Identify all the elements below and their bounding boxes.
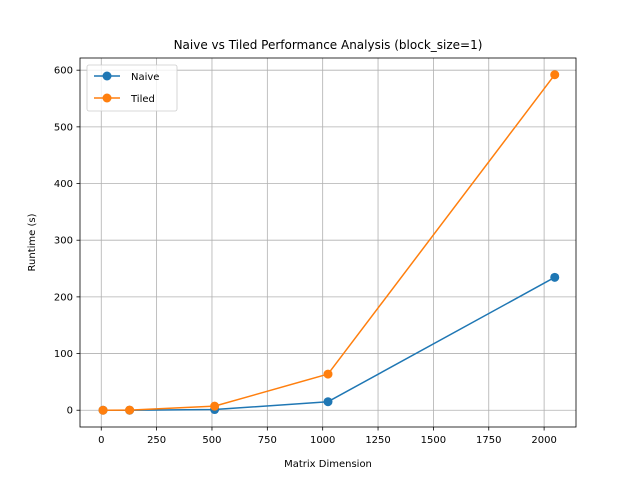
x-tick-label: 1500 <box>421 435 446 446</box>
y-tick-label: 100 <box>54 349 73 360</box>
data-point-naive <box>323 397 333 407</box>
plot-series <box>98 70 560 415</box>
data-point-tiled <box>323 369 333 379</box>
y-tick-label: 400 <box>54 179 73 190</box>
y-tick-label: 0 <box>67 406 73 417</box>
x-tick-label: 1000 <box>310 435 335 446</box>
y-axis-label: Runtime (s) <box>27 213 38 271</box>
y-tick-label: 600 <box>54 66 73 77</box>
x-tick-label: 2000 <box>531 435 556 446</box>
x-axis-label: Matrix Dimension <box>284 459 372 470</box>
x-tick-label: 1750 <box>476 435 501 446</box>
x-tick-label: 1250 <box>365 435 390 446</box>
grid <box>80 58 576 427</box>
legend-marker-tiled <box>102 93 112 103</box>
legend: Naive Tiled <box>86 64 178 112</box>
chart-title: Naive vs Tiled Performance Analysis (blo… <box>174 38 483 52</box>
axis-ticks: 0 250 500 750 1000 1250 1500 1750 2000 0 100 200 300… <box>54 66 557 446</box>
data-point-naive <box>550 272 560 282</box>
plot-frame <box>79 57 577 428</box>
x-tick-label: 250 <box>147 435 166 446</box>
legend-marker-naive <box>102 71 112 81</box>
x-tick-label: 500 <box>202 435 221 446</box>
data-point-tiled <box>210 401 220 411</box>
legend-label-tiled: Tiled <box>130 94 155 105</box>
y-tick-label: 200 <box>54 292 73 303</box>
data-point-tiled <box>125 405 135 415</box>
legend-label-naive: Naive <box>131 72 159 83</box>
y-tick-label: 500 <box>54 122 73 133</box>
x-tick-label: 750 <box>258 435 277 446</box>
data-point-tiled <box>98 405 108 415</box>
y-tick-label: 300 <box>54 236 73 247</box>
data-point-tiled <box>550 70 560 80</box>
x-tick-label: 0 <box>98 435 104 446</box>
